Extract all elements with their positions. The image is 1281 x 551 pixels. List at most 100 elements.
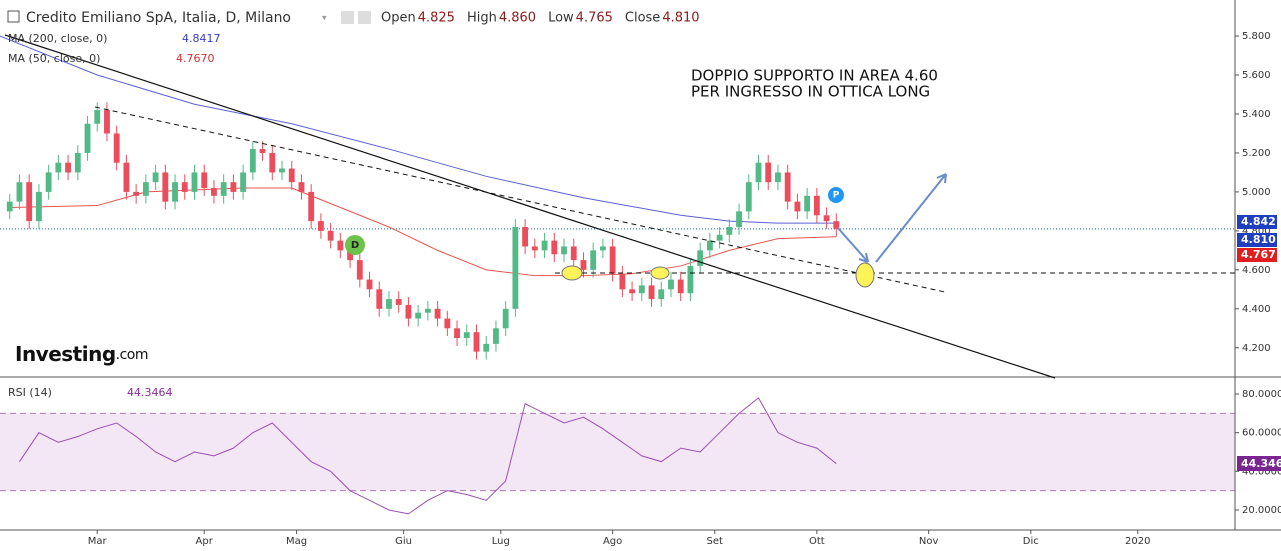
candle-body: [687, 265, 694, 294]
candle-body: [94, 110, 101, 124]
candle-body: [716, 234, 723, 241]
candle-body: [16, 182, 23, 202]
candle-body: [395, 299, 402, 305]
candle-body: [619, 273, 626, 290]
candle-body: [211, 188, 217, 196]
candle-body: [152, 172, 159, 183]
rsi-band: [0, 413, 1235, 491]
x-tick-label: Nov: [919, 536, 939, 547]
candle-body: [609, 246, 616, 274]
x-tick-label: Lug: [492, 536, 510, 547]
ohlc: Open 4.825 High 4.860 Low 4.765 Close 4.810: [381, 11, 700, 26]
y-tick-label: 5.600: [1242, 70, 1271, 81]
rsi-tick-label: 40.0000: [1242, 466, 1281, 477]
icon[interactable]: [341, 11, 354, 24]
trend-line: [4, 34, 1056, 379]
x-tick-label: Set: [707, 536, 724, 547]
rsi-tick-label: 20.0000: [1242, 505, 1281, 516]
candle-body: [502, 308, 509, 329]
candle-body: [269, 152, 276, 173]
x-tick-label: Mar: [88, 536, 108, 547]
candle-body: [84, 123, 91, 153]
candle-body: [512, 226, 519, 309]
price-label: 4.767: [1241, 248, 1276, 261]
candle-body: [308, 191, 315, 222]
rsi-last-label: 44.3464: [1241, 457, 1281, 470]
candle-body: [570, 246, 577, 261]
candle-body: [765, 162, 772, 183]
candle-body: [366, 279, 373, 290]
icon[interactable]: [358, 11, 371, 24]
candle-body: [629, 289, 636, 294]
candle-body: [775, 172, 781, 183]
y-tick-label: 4.200: [1242, 343, 1271, 354]
y-tick-label: 5.400: [1242, 109, 1271, 120]
candle-body: [201, 172, 208, 189]
ohlc-value: 4.765: [576, 11, 613, 26]
candle-body: [259, 149, 266, 153]
ma-line: [0, 35, 837, 224]
candle-body: [279, 168, 285, 173]
candle-body: [755, 162, 762, 183]
ohlc-label: Close: [625, 11, 660, 26]
candle-body: [823, 215, 830, 222]
legend-entry: MA (200, close, 0): [8, 32, 107, 45]
candle-body: [65, 162, 71, 173]
candle-body: [813, 195, 820, 216]
annotation: DOPPIO SUPPORTO IN AREA 4.60: [691, 67, 938, 85]
candle-body: [726, 226, 733, 235]
price-label-bg: [1237, 215, 1277, 229]
candle-body: [6, 201, 13, 212]
candle-body: [434, 308, 441, 319]
candle-body: [74, 152, 81, 173]
logo: Investing.com: [15, 342, 148, 366]
candle-body: [697, 250, 704, 266]
ohlc-label: Open: [381, 11, 416, 26]
candle-body: [356, 260, 363, 280]
x-tick-label: Ago: [603, 536, 622, 547]
candle-body: [45, 172, 52, 192]
x-tick-label: Mag: [286, 536, 307, 547]
dropdown-icon[interactable]: ▾: [322, 14, 327, 24]
candle-body: [288, 168, 295, 183]
price-label: 4.842: [1241, 215, 1276, 228]
candle-body: [531, 246, 538, 251]
collapse-icon[interactable]: [7, 10, 20, 23]
candle-body: [26, 182, 33, 222]
y-tick-label: 5.800: [1242, 31, 1271, 42]
target-mark: [855, 262, 875, 288]
candle-body: [142, 182, 149, 196]
support-mark: [561, 265, 583, 281]
candle-body: [444, 318, 451, 329]
arrow-up: [875, 173, 947, 263]
ohlc-label: High: [467, 11, 497, 26]
candle-body: [35, 191, 42, 222]
ohlc-value: 4.825: [418, 11, 455, 26]
annotation: PER INGRESSO IN OTTICA LONG: [691, 83, 930, 101]
candle-body: [677, 279, 684, 294]
candle-body: [55, 162, 62, 173]
candle-body: [668, 279, 674, 290]
marker: [828, 187, 844, 203]
legend-entry: MA (50, close, 0): [8, 52, 100, 65]
candle-body: [230, 182, 237, 192]
candle-body: [833, 221, 840, 229]
candle-body: [386, 299, 392, 309]
candle-body: [376, 289, 383, 309]
rsi-value: 44.3464: [127, 386, 173, 399]
candle-body: [123, 162, 130, 192]
ohlc-value: 4.810: [662, 11, 699, 26]
marker-label: D: [351, 240, 359, 251]
candle-body: [706, 240, 713, 251]
candle-body: [181, 182, 188, 192]
price-label: 4.810: [1241, 233, 1276, 246]
candle-body: [454, 328, 460, 339]
candle-body: [337, 240, 344, 251]
legend-value: 4.7670: [176, 52, 215, 65]
candle-body: [794, 201, 801, 212]
candle-body: [804, 195, 811, 212]
rsi-tick-label: 80.0000: [1242, 389, 1281, 400]
candle-body: [172, 182, 178, 202]
